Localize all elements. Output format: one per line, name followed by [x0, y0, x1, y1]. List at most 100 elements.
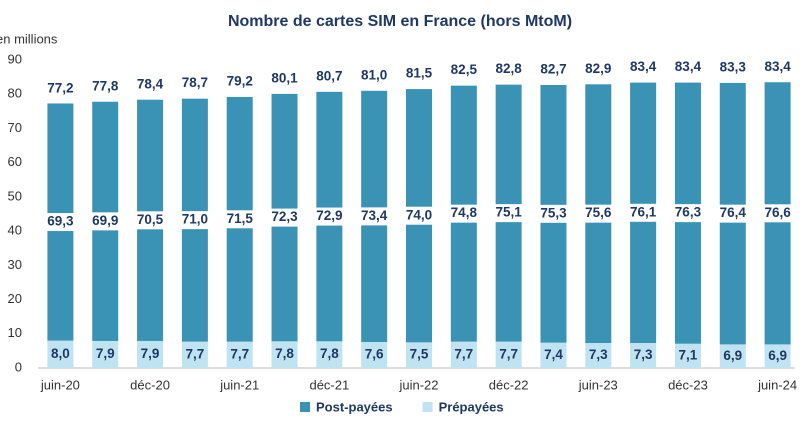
- label-bg: [401, 206, 437, 225]
- x-tick-label: déc-22: [489, 377, 529, 392]
- bar-segment: [181, 341, 208, 368]
- total-label: 82,7: [540, 62, 566, 77]
- legend-swatch: [300, 402, 310, 412]
- total-label: 83,4: [630, 59, 657, 74]
- x-tick-label: juin-24: [757, 377, 797, 392]
- bar-segment: [450, 341, 477, 368]
- label-bg: [87, 212, 124, 231]
- legend-label: Prépayées: [439, 399, 504, 414]
- total-label: 83,3: [720, 59, 747, 74]
- label-bg: [356, 207, 393, 226]
- value-label: 69,9: [92, 213, 118, 228]
- y-tick-label: 80: [8, 86, 22, 101]
- value-label: 70,5: [137, 212, 164, 227]
- label-bg: [266, 208, 303, 227]
- value-label: 7,8: [275, 346, 294, 361]
- value-label: 75,3: [540, 205, 567, 220]
- total-label: 82,5: [451, 62, 478, 77]
- y-tick-label: 10: [8, 325, 22, 340]
- value-label: 7,7: [185, 346, 204, 361]
- value-label: 74,8: [451, 205, 478, 220]
- legend-swatch: [422, 402, 433, 412]
- x-tick-label: déc-23: [668, 377, 708, 392]
- value-label: 7,4: [544, 347, 563, 362]
- value-label: 76,4: [720, 205, 747, 220]
- bar-segment: [540, 342, 567, 368]
- value-label: 75,1: [496, 205, 523, 220]
- total-label: 81,0: [361, 67, 387, 82]
- value-label: 7,9: [96, 346, 115, 361]
- value-label: 7,1: [679, 347, 698, 362]
- x-tick-label: juin-21: [219, 377, 259, 392]
- x-tick-label: déc-20: [130, 377, 170, 392]
- y-tick-label: 30: [8, 257, 22, 272]
- bar-segment: [764, 344, 791, 368]
- total-label: 80,7: [316, 68, 342, 83]
- total-label: 82,9: [585, 61, 611, 76]
- value-label: 76,1: [630, 204, 657, 219]
- total-label: 83,4: [764, 59, 791, 74]
- value-label: 7,6: [365, 347, 384, 362]
- value-label: 6,9: [768, 348, 787, 363]
- label-bg: [132, 211, 169, 230]
- bar-segment: [406, 342, 432, 368]
- label-bg: [445, 204, 482, 223]
- bar-segment: [674, 343, 701, 368]
- label-bg: [311, 207, 348, 226]
- value-label: 6,9: [723, 348, 742, 363]
- bar-segment: [137, 340, 164, 368]
- value-label: 69,3: [47, 214, 74, 229]
- total-label: 77,8: [92, 78, 119, 93]
- chart-title: Nombre de cartes SIM en France (hors Mto…: [228, 13, 572, 30]
- total-label: 81,5: [406, 66, 433, 81]
- bar-segment: [47, 340, 74, 368]
- x-tick-label: juin-23: [578, 377, 618, 392]
- value-label: 76,6: [764, 205, 791, 220]
- y-tick-label: 0: [15, 359, 22, 374]
- bar-segment: [585, 343, 612, 368]
- total-label: 77,2: [47, 80, 73, 95]
- bar-segment: [271, 341, 298, 368]
- value-label: 75,6: [585, 205, 612, 220]
- value-label: 7,5: [410, 347, 429, 362]
- bar-segment: [495, 341, 522, 368]
- bar-segment: [316, 341, 343, 368]
- bar-segment: [361, 341, 388, 368]
- x-tick-label: juin-22: [398, 377, 438, 392]
- bar-segment: [226, 341, 253, 368]
- label-bg: [221, 210, 258, 229]
- y-tick-label: 60: [8, 154, 22, 169]
- value-label: 76,3: [675, 205, 702, 220]
- label-bg: [535, 204, 572, 223]
- value-label: 7,7: [499, 346, 518, 361]
- label-bg: [42, 213, 79, 232]
- value-label: 74,0: [406, 207, 432, 222]
- total-label: 83,4: [675, 59, 702, 74]
- value-label: 72,9: [316, 208, 342, 223]
- value-label: 7,3: [589, 347, 608, 362]
- label-bg: [714, 204, 751, 223]
- x-tick-label: déc-21: [309, 377, 349, 392]
- x-tick-label: juin-20: [40, 377, 80, 392]
- bar-segment: [719, 344, 746, 368]
- bar-segment: [630, 343, 657, 368]
- label-bg: [625, 203, 662, 222]
- y-tick-label: 50: [8, 188, 22, 203]
- value-label: 71,5: [227, 211, 254, 226]
- value-label: 7,3: [634, 347, 653, 362]
- bar-segment: [92, 340, 119, 368]
- total-label: 80,1: [271, 70, 298, 85]
- y-axis-label: en millions: [0, 31, 58, 46]
- y-tick-label: 90: [8, 51, 22, 66]
- label-bg: [176, 211, 213, 230]
- total-label: 82,8: [496, 61, 523, 76]
- y-tick-label: 70: [8, 120, 22, 135]
- legend-label: Post-payées: [316, 399, 393, 414]
- value-label: 7,8: [320, 346, 339, 361]
- value-label: 7,7: [230, 346, 249, 361]
- total-label: 78,4: [137, 76, 164, 91]
- y-tick-label: 40: [8, 223, 22, 238]
- value-label: 73,4: [361, 208, 388, 223]
- total-label: 79,2: [227, 74, 253, 89]
